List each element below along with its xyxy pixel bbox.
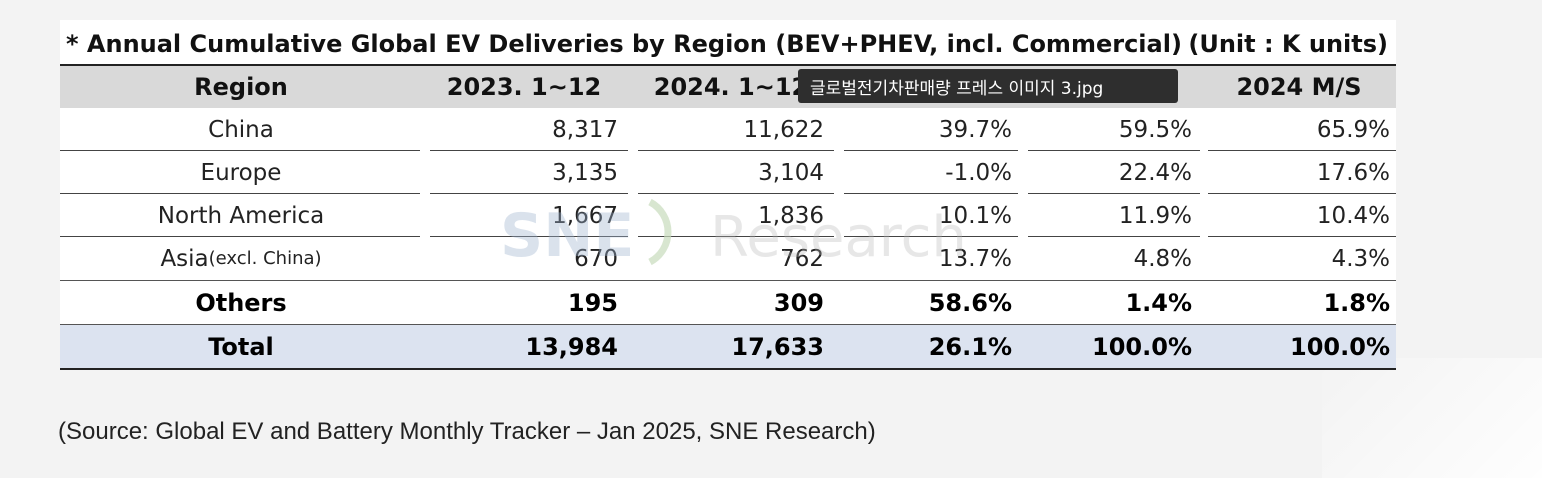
region-cell: Others (60, 281, 422, 324)
value-2023: 8,317 (552, 116, 618, 143)
ms-2023-value: 4.8% (1133, 245, 1192, 272)
value-2024: 11,622 (743, 116, 824, 143)
value-2024: 762 (780, 245, 824, 272)
header-region: Region (194, 73, 288, 101)
row-divider (1208, 150, 1396, 151)
region-cell: Europe (60, 151, 422, 194)
ms-2024-value: 1.8% (1323, 288, 1390, 317)
growth-value: 13.7% (938, 245, 1012, 272)
table-image: * Annual Cumulative Global EV Deliveries… (60, 20, 1396, 370)
table-row: Asia (excl. China) 670 762 13.7% 4.8% 4.3… (60, 237, 1396, 280)
region-label: Others (195, 288, 287, 317)
region-cell: Total (60, 325, 422, 368)
header-2023: 2023. 1~12 (446, 73, 602, 101)
value-2024: 17,633 (731, 332, 824, 361)
table-row: North America 1,667 1,836 10.1% 11.9% 10… (60, 194, 1396, 237)
value-2024: 3,104 (758, 159, 824, 186)
row-divider (638, 236, 834, 237)
region-cell: Asia (excl. China) (60, 237, 422, 280)
growth-value: 26.1% (928, 332, 1012, 361)
row-divider (844, 150, 1018, 151)
row-divider (430, 193, 628, 194)
header-ms-2024: 2024 M/S (1236, 73, 1362, 101)
row-divider (844, 193, 1018, 194)
region-cell: North America (60, 194, 422, 237)
ms-2023-value: 11.9% (1118, 202, 1192, 229)
table-row-total: Total 13,984 17,633 26.1% 100.0% 100.0% (60, 324, 1396, 370)
ms-2023-value: 1.4% (1125, 288, 1192, 317)
value-2023: 195 (567, 288, 618, 317)
header-2024: 2024. 1~12 (653, 73, 809, 101)
row-divider (60, 236, 420, 237)
table-title-row: * Annual Cumulative Global EV Deliveries… (60, 24, 1396, 64)
ms-2023-value: 100.0% (1092, 332, 1192, 361)
region-label: Europe (200, 159, 282, 186)
ms-2024-value: 4.3% (1331, 245, 1390, 272)
region-label: China (208, 116, 274, 143)
region-label: Asia (160, 245, 209, 272)
row-divider (638, 193, 834, 194)
value-2023: 3,135 (552, 159, 618, 186)
growth-value: 39.7% (938, 116, 1012, 143)
ms-2023-value: 59.5% (1118, 116, 1192, 143)
table-header-row: Region 2023. 1~12 2024. 1~12 2024 M/S (60, 64, 1396, 108)
background-shade (1322, 358, 1542, 478)
growth-value: -1.0% (945, 159, 1012, 186)
table-row-others: Others 195 309 58.6% 1.4% 1.8% (60, 280, 1396, 324)
value-2024: 1,836 (758, 202, 824, 229)
table-unit: (Unit : K units) (1188, 30, 1388, 58)
region-note: (excl. China) (208, 248, 322, 269)
row-divider (60, 150, 420, 151)
region-cell: China (60, 108, 422, 151)
row-divider (1028, 193, 1200, 194)
region-label: Total (208, 332, 274, 361)
image-filename-tooltip: 글로벌전기차판매량 프레스 이미지 3.jpg (798, 69, 1178, 103)
value-2023: 13,984 (525, 332, 618, 361)
row-divider (430, 236, 628, 237)
source-caption: (Source: Global EV and Battery Monthly T… (58, 418, 876, 445)
ms-2024-value: 100.0% (1290, 332, 1390, 361)
row-divider (1208, 193, 1396, 194)
ev-deliveries-table: Region 2023. 1~12 2024. 1~12 2024 M/S Ch… (60, 64, 1396, 370)
ms-2023-value: 22.4% (1118, 159, 1192, 186)
ms-2024-value: 17.6% (1316, 159, 1390, 186)
row-divider (1208, 236, 1396, 237)
table-title: * Annual Cumulative Global EV Deliveries… (66, 30, 1182, 58)
tooltip-text: 글로벌전기차판매량 프레스 이미지 3.jpg (810, 78, 1104, 99)
value-2024: 309 (773, 288, 824, 317)
region-label: North America (157, 202, 325, 229)
value-2023: 1,667 (552, 202, 618, 229)
growth-value: 58.6% (928, 288, 1012, 317)
row-divider (1028, 150, 1200, 151)
growth-value: 10.1% (938, 202, 1012, 229)
row-divider (60, 193, 420, 194)
value-2023: 670 (574, 245, 618, 272)
ms-2024-value: 10.4% (1316, 202, 1390, 229)
row-divider (1028, 236, 1200, 237)
row-divider (844, 236, 1018, 237)
row-divider (638, 150, 834, 151)
ms-2024-value: 65.9% (1316, 116, 1390, 143)
table-row: Europe 3,135 3,104 -1.0% 22.4% 17.6% (60, 151, 1396, 194)
table-row: China 8,317 11,622 39.7% 59.5% 65.9% (60, 108, 1396, 151)
row-divider (430, 150, 628, 151)
